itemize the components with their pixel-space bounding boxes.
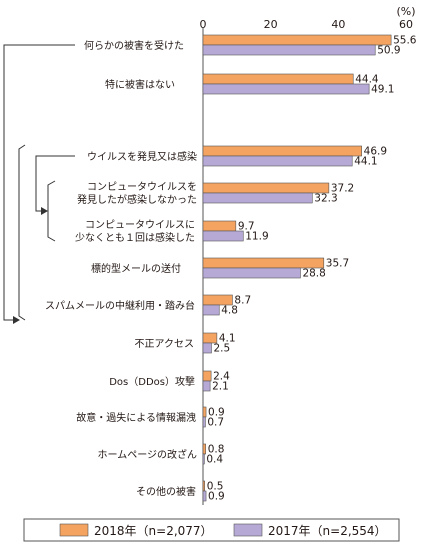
data-label: 0.8 — [208, 444, 225, 456]
category-label: 発見したが感染しなかった — [77, 193, 197, 206]
bar-2018 — [202, 406, 207, 418]
bar-2017 — [202, 83, 370, 95]
bracket-inner — [47, 180, 56, 242]
bar-2017 — [202, 192, 313, 204]
bar-2018 — [202, 294, 233, 306]
category-label: 標的型メールの送付 — [91, 262, 181, 275]
bar-2017 — [202, 155, 353, 167]
arrow-outer — [13, 316, 20, 324]
data-label: 4.8 — [221, 305, 238, 317]
bar-2017 — [202, 453, 205, 465]
bar-2018 — [202, 34, 392, 46]
x-tick-label: 60 — [399, 18, 413, 31]
bar-2017 — [202, 230, 244, 242]
legend-swatch — [233, 523, 263, 537]
data-label: 9.7 — [238, 221, 255, 233]
bar-2018 — [202, 480, 205, 492]
bar-2018 — [202, 370, 212, 382]
bar-2018 — [202, 257, 325, 269]
x-tick-label: 40 — [331, 18, 345, 31]
category-label: スパムメールの中継利用・踏み台 — [45, 299, 195, 312]
data-label: 35.7 — [326, 258, 349, 270]
data-label: 2.4 — [213, 371, 230, 383]
data-label: 0.4 — [206, 454, 223, 466]
category-label: 特に被害はない — [105, 78, 175, 91]
bracket-outer — [3, 44, 75, 321]
data-label: 37.2 — [331, 183, 354, 195]
bracket-virus — [35, 155, 75, 212]
bar-2017 — [202, 44, 376, 56]
data-label: 46.9 — [364, 146, 387, 158]
data-label: 55.6 — [393, 35, 417, 47]
x-tick-label: 20 — [264, 18, 278, 31]
data-label: 4.1 — [219, 333, 236, 345]
data-label: 2.5 — [213, 343, 230, 355]
bar-2018 — [202, 145, 362, 157]
bar-2018 — [202, 443, 207, 455]
data-label: 28.8 — [302, 268, 325, 280]
bar-2018 — [202, 73, 354, 85]
data-label: 44.1 — [354, 156, 377, 168]
x-tick-label: 0 — [200, 18, 207, 31]
category-label: 故意・過失による情報漏洩 — [76, 411, 196, 424]
category-label: ホームページの改ざん — [98, 448, 198, 461]
legend-label: 2018年（n=2,077） — [94, 524, 213, 538]
bar-2017 — [202, 304, 220, 316]
data-label: 0.9 — [208, 407, 225, 419]
category-label: コンピュータウイルスに — [85, 219, 195, 231]
data-label: 50.9 — [377, 45, 400, 57]
category-label: 不正アクセス — [135, 338, 195, 350]
data-label: 0.5 — [207, 481, 224, 493]
bar-2018 — [202, 182, 330, 194]
data-label: 32.3 — [314, 193, 337, 205]
unit-label: (%) — [396, 5, 415, 18]
data-label: 11.9 — [245, 231, 268, 243]
data-label: 8.7 — [234, 295, 251, 307]
category-label: ウイルスを発見又は感染 — [87, 150, 197, 163]
bar-2017 — [202, 342, 212, 354]
legend-swatch — [59, 523, 89, 537]
bar-2017 — [202, 267, 301, 279]
category-label: その他の被害 — [136, 485, 196, 498]
data-label: 2.1 — [212, 381, 229, 393]
data-label: 0.9 — [208, 491, 225, 503]
bracket-mid — [18, 144, 26, 321]
data-label: 0.7 — [207, 417, 224, 429]
category-label: Dos（DDos）攻撃 — [109, 375, 195, 388]
bar-2018 — [202, 220, 237, 232]
bar-2018 — [202, 332, 218, 344]
data-label: 44.4 — [355, 74, 379, 86]
category-label: 何らかの被害を受けた — [84, 39, 184, 52]
legend-label: 2017年（n=2,554） — [268, 524, 387, 538]
category-label: コンピュータウイルスを — [87, 181, 197, 193]
legend-box — [23, 518, 400, 542]
category-label: 少なくとも１回は感染した — [75, 231, 195, 244]
arrow-virus — [41, 207, 48, 215]
bar-2017 — [202, 490, 207, 502]
bar-2017 — [202, 380, 211, 392]
bar-2017 — [202, 416, 206, 428]
data-label: 49.1 — [371, 84, 394, 96]
